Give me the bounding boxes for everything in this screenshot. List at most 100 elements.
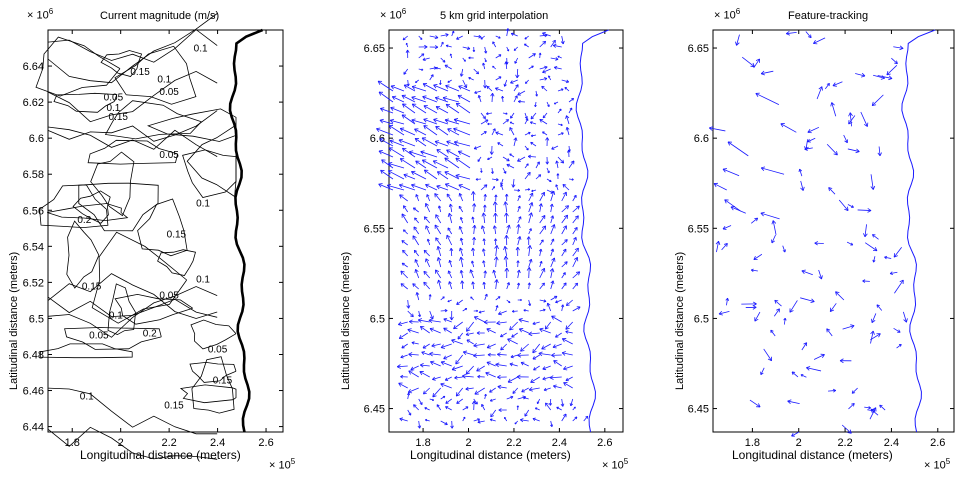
velocity-arrow: [534, 407, 540, 411]
velocity-arrow: [538, 52, 542, 59]
velocity-arrow: [490, 92, 495, 103]
contour-label: 0.05: [159, 291, 179, 302]
velocity-arrow: [561, 225, 567, 235]
velocity-arrow: [413, 404, 420, 411]
velocity-arrow: [518, 99, 526, 104]
velocity-arrow: [424, 407, 430, 411]
x-tick-label: 2.4: [884, 437, 899, 449]
contour-line: [87, 139, 178, 165]
tracked-velocity-arrow: [876, 304, 883, 311]
velocity-arrow: [520, 343, 529, 352]
velocity-arrow: [572, 226, 578, 235]
velocity-arrow: [456, 398, 463, 404]
contour-label: 0.1: [80, 392, 94, 403]
contour-line: [114, 45, 197, 105]
velocity-arrow: [455, 354, 464, 365]
contour-label: 0.15: [167, 229, 187, 240]
velocity-arrow: [483, 270, 487, 279]
x-exponent: × 105: [269, 457, 295, 472]
velocity-arrow: [476, 365, 485, 372]
coastline: [228, 28, 264, 433]
tracked-velocity-arrow: [791, 371, 799, 378]
velocity-arrow: [493, 212, 498, 224]
velocity-arrow: [524, 131, 531, 136]
velocity-arrow: [487, 122, 493, 126]
velocity-arrow: [389, 118, 405, 125]
tracked-velocity-arrow: [872, 256, 876, 263]
tracked-velocity-arrow: [851, 387, 858, 394]
velocity-arrow: [388, 147, 405, 158]
velocity-arrow: [507, 338, 518, 345]
velocity-arrow: [539, 65, 548, 70]
velocity-arrow: [403, 173, 416, 180]
velocity-arrow: [556, 406, 562, 411]
velocity-arrow: [542, 112, 548, 119]
velocity-arrow: [440, 420, 448, 426]
tracked-velocity-arrow: [843, 134, 849, 144]
contour-line: [64, 327, 162, 350]
tracked-velocity-arrow: [835, 291, 845, 301]
tracked-velocity-arrow: [804, 146, 813, 151]
velocity-arrow: [480, 131, 487, 136]
y-tick-label: 6.6: [694, 133, 709, 145]
velocity-arrow: [400, 374, 408, 379]
velocity-arrow: [519, 418, 529, 423]
velocity-arrow: [423, 118, 438, 125]
velocity-arrow: [447, 299, 452, 303]
velocity-arrow: [443, 327, 452, 334]
velocity-arrow: [418, 44, 428, 49]
velocity-arrow: [423, 281, 431, 290]
velocity-arrow: [445, 406, 452, 411]
velocity-arrow: [551, 145, 559, 150]
velocity-arrow: [458, 85, 471, 92]
velocity-arrow: [415, 79, 419, 83]
velocity-arrow: [428, 294, 432, 301]
velocity-arrow: [484, 57, 487, 63]
velocity-arrow: [473, 343, 485, 348]
x-tick-label: 2: [118, 437, 124, 449]
velocity-arrow: [451, 365, 463, 371]
velocity-arrow: [425, 418, 430, 422]
velocity-arrow: [516, 405, 520, 411]
velocity-arrow: [442, 96, 460, 103]
contour-label: 0.1: [106, 103, 120, 114]
velocity-arrow: [419, 371, 430, 378]
velocity-arrow: [448, 281, 453, 290]
y-exponent: × 106: [714, 7, 740, 22]
velocity-arrow: [561, 191, 567, 202]
velocity-arrow: [506, 282, 510, 290]
velocity-arrow: [379, 138, 394, 147]
velocity-arrow: [561, 261, 568, 268]
contour-line: [47, 273, 218, 319]
velocity-arrow: [455, 102, 471, 114]
velocity-arrow: [561, 282, 567, 290]
velocity-arrow: [539, 239, 544, 246]
velocity-arrow: [390, 106, 405, 114]
velocity-arrow: [539, 327, 551, 334]
velocity-arrow: [546, 167, 550, 174]
velocity-arrow: [561, 205, 570, 213]
y-tick-label: 6.55: [364, 223, 385, 235]
velocity-arrow: [550, 420, 554, 428]
velocity-arrow: [503, 79, 508, 87]
velocity-arrow: [376, 127, 394, 136]
velocity-arrow: [550, 248, 555, 257]
tracked-velocity-arrow: [894, 279, 904, 294]
velocity-arrow: [480, 35, 485, 40]
velocity-arrow: [408, 352, 419, 357]
velocity-arrow: [557, 132, 564, 136]
velocity-arrow: [524, 163, 529, 169]
x-exponent-value: 5: [290, 457, 296, 466]
velocity-arrow: [473, 68, 480, 75]
x-tick-label: 2: [465, 437, 471, 449]
velocity-arrow: [529, 121, 537, 125]
velocity-arrow: [408, 370, 419, 378]
velocity-arrow: [572, 236, 577, 246]
velocity-arrow: [401, 343, 408, 349]
velocity-arrow: [389, 139, 405, 147]
tracked-velocity-arrow: [862, 279, 870, 283]
velocity-arrow: [429, 66, 437, 70]
velocity-arrow: [434, 96, 449, 103]
velocity-arrow: [429, 45, 439, 50]
velocity-arrow: [422, 57, 430, 61]
